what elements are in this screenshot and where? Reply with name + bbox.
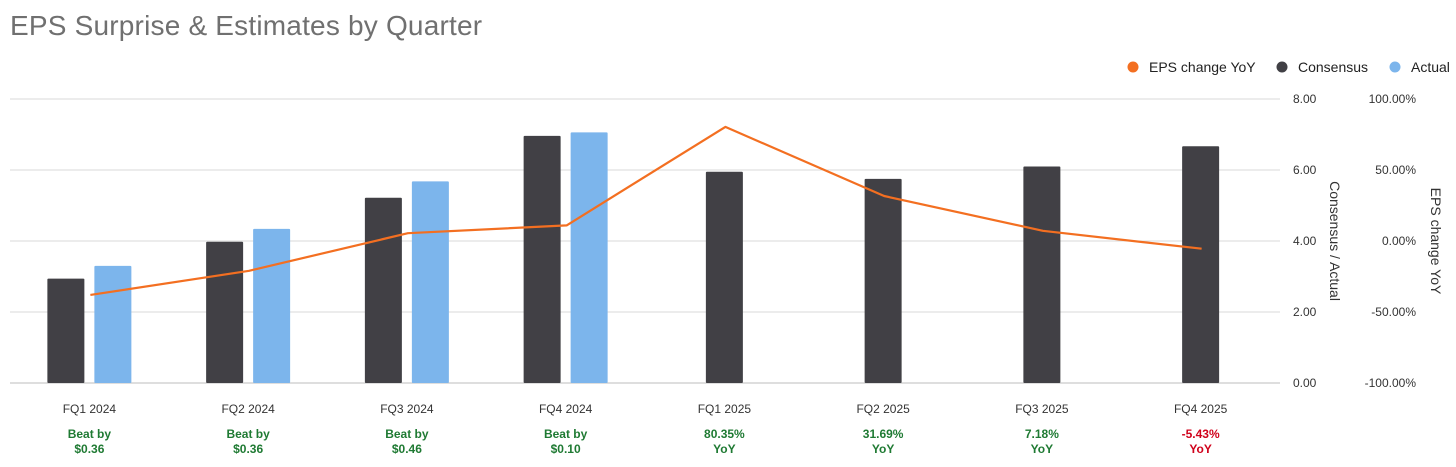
annotation-line2: $0.46 (392, 442, 422, 456)
actual-bar[interactable] (94, 265, 132, 383)
left-tick-label: 4.00 (1293, 234, 1317, 248)
annotation-line2: YoY (1031, 442, 1053, 456)
legend-item[interactable]: Actual (1389, 59, 1450, 75)
annotation-line1: Beat by (385, 427, 429, 441)
left-tick-label: 2.00 (1293, 305, 1317, 319)
legend-item[interactable]: EPS change YoY (1127, 59, 1257, 75)
actual-bar[interactable] (411, 181, 449, 383)
legend-label: Actual (1411, 59, 1450, 75)
category-labels: FQ1 2024 FQ2 2024 FQ3 2024 FQ4 2024 FQ1 2025… (63, 402, 1228, 416)
gridlines (10, 98, 1280, 384)
annotation-line2: YoY (1189, 442, 1211, 456)
right-axis-ticks: -100.00% -50.00% 0.00% 50.00% 100.00% (1365, 92, 1417, 390)
annotation-line2: $0.36 (233, 442, 263, 456)
legend[interactable]: EPS change YoY Consensus Actual (1127, 59, 1450, 75)
annotation-line1: Beat by (544, 427, 588, 441)
category-label: FQ3 2025 (1015, 402, 1069, 416)
consensus-bar[interactable] (206, 241, 244, 383)
annotation-line1: -5.43% (1182, 427, 1220, 441)
consensus-bar[interactable] (47, 278, 85, 383)
right-tick-label: 50.00% (1375, 163, 1416, 177)
annotation-line2: YoY (713, 442, 735, 456)
right-tick-label: -50.00% (1371, 305, 1416, 319)
consensus-bar[interactable] (1182, 146, 1220, 383)
annotation-line1: 80.35% (704, 427, 745, 441)
left-axis-ticks: 0.00 2.00 4.00 6.00 8.00 (1293, 92, 1317, 390)
legend-label: EPS change YoY (1149, 59, 1256, 75)
actual-bar[interactable] (570, 132, 608, 383)
category-label: FQ2 2024 (221, 402, 275, 416)
eps-change-line (90, 125, 1202, 297)
annotation-line2: $0.10 (551, 442, 581, 456)
actual-bar[interactable] (253, 228, 291, 383)
consensus-bar[interactable] (1023, 166, 1061, 383)
right-tick-label: 100.00% (1369, 92, 1417, 106)
left-axis-title: Consensus / Actual (1327, 181, 1343, 301)
consensus-bar[interactable] (523, 135, 561, 383)
annotation-line1: 31.69% (863, 427, 904, 441)
eps-change-polyline[interactable] (90, 125, 1202, 297)
left-tick-label: 6.00 (1293, 163, 1317, 177)
left-tick-label: 8.00 (1293, 92, 1317, 106)
consensus-bar[interactable] (864, 178, 902, 383)
category-label: FQ4 2025 (1174, 402, 1228, 416)
chart-title: EPS Surprise & Estimates by Quarter (10, 10, 483, 41)
annotation-line1: 7.18% (1025, 427, 1059, 441)
left-tick-label: 0.00 (1293, 376, 1317, 390)
annotation-line1: Beat by (68, 427, 112, 441)
category-label: FQ1 2024 (63, 402, 117, 416)
legend-item[interactable]: Consensus (1276, 59, 1369, 75)
category-label: FQ3 2024 (380, 402, 434, 416)
right-axis-title: EPS change YoY (1428, 188, 1444, 295)
annotation-line2: YoY (872, 442, 894, 456)
consensus-bar[interactable] (705, 171, 743, 383)
category-label: FQ2 2025 (856, 402, 910, 416)
annotation-line1: Beat by (226, 427, 270, 441)
category-label: FQ1 2025 (698, 402, 752, 416)
legend-marker (1389, 61, 1401, 73)
legend-label: Consensus (1298, 59, 1368, 75)
legend-marker (1276, 61, 1288, 73)
right-tick-label: 0.00% (1382, 234, 1416, 248)
consensus-bar[interactable] (364, 197, 402, 383)
right-tick-label: -100.00% (1365, 376, 1417, 390)
legend-marker (1127, 61, 1139, 73)
annotation-line2: $0.36 (74, 442, 104, 456)
category-label: FQ4 2024 (539, 402, 593, 416)
